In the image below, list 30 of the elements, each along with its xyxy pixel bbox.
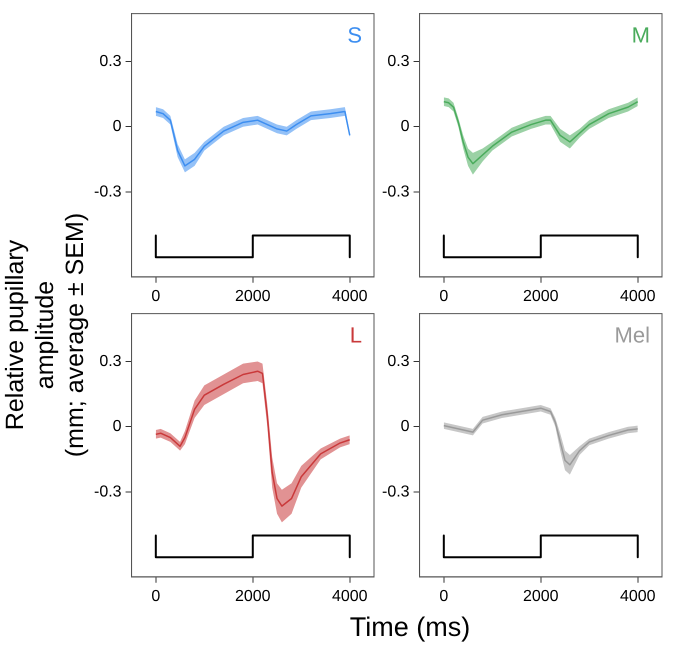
- y-tick-label: -0.3: [382, 483, 410, 500]
- x-tick-label: 2000: [522, 588, 559, 605]
- x-tick-label: 2000: [522, 288, 559, 305]
- y-tick-label: -0.3: [382, 183, 410, 200]
- x-tick-label: 0: [439, 288, 448, 305]
- x-tick-label: 4000: [332, 588, 368, 605]
- y-tick-label: 0: [112, 118, 122, 136]
- x-tick-label: 4000: [620, 588, 656, 605]
- y-tick-label: 0.3: [99, 352, 122, 370]
- x-tick-label: 4000: [620, 288, 656, 305]
- x-tick-label: 0: [151, 588, 160, 605]
- text: S: [347, 22, 362, 48]
- text: M: [632, 22, 650, 48]
- y-tick-label: 0: [112, 418, 122, 436]
- text: Mel: [614, 322, 650, 348]
- x-tick-label: 0: [151, 288, 160, 305]
- x-tick-label: 0: [439, 588, 448, 605]
- x-axis-title: Time (ms): [348, 612, 472, 643]
- x-tick-label: 2000: [234, 288, 271, 305]
- y-tick-label: -0.3: [94, 483, 122, 500]
- y-tick-label: -0.3: [94, 183, 122, 200]
- y-tick-label: 0.3: [99, 52, 122, 70]
- y-tick-label: 0.3: [387, 352, 410, 370]
- y-axis-title: Relative pupillary amplitude (mm; average ± SEM): [0, 212, 90, 460]
- y-tick-label: 0: [400, 118, 410, 136]
- y-tick-label: 0.3: [387, 52, 410, 70]
- x-tick-label: 2000: [234, 588, 271, 605]
- x-tick-label: 4000: [332, 288, 368, 305]
- text: L: [350, 322, 362, 348]
- y-tick-label: 0: [400, 418, 410, 436]
